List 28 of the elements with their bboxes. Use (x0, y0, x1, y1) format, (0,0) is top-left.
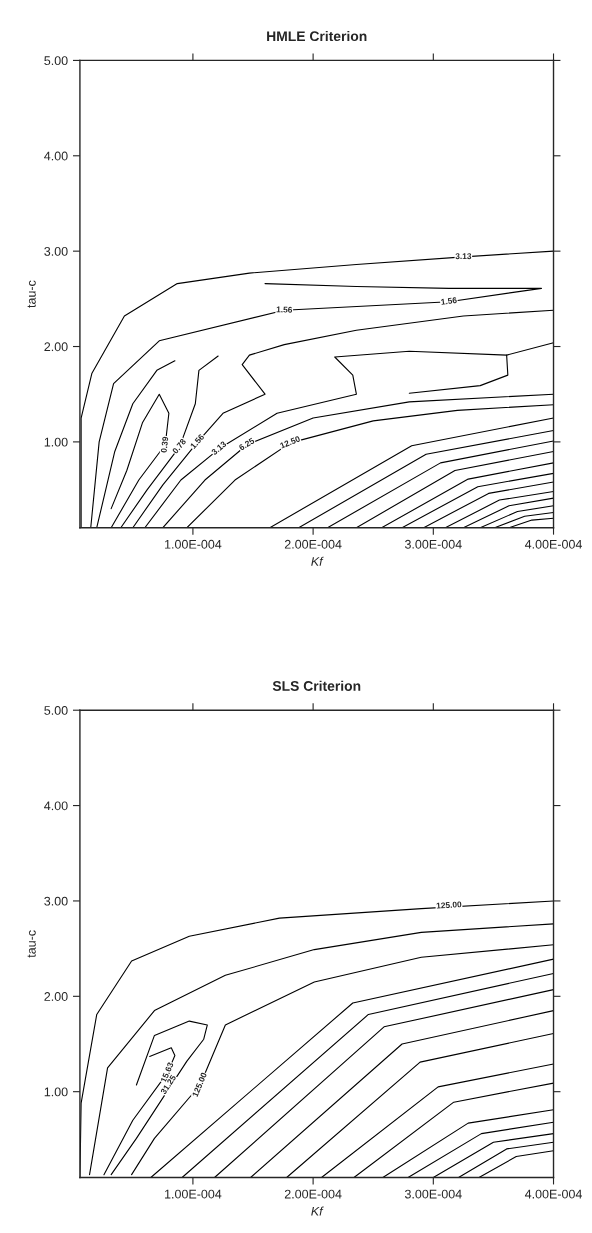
annotation: 125.00 (436, 901, 462, 909)
x-tick-label: 2.00E-004 (284, 539, 342, 549)
x-axis-title: Kf (311, 1206, 324, 1216)
y-axis-title: tau-c (27, 930, 36, 958)
y-tick-label: 1.00 (44, 437, 68, 447)
y-axis-title: tau-c (27, 280, 36, 308)
annotation: 6.25 (238, 437, 255, 451)
y-tick-label: 3.00 (44, 896, 68, 906)
chart-title: HMLE Criterion (267, 30, 367, 42)
x-tick-label: 1.00E-004 (165, 539, 222, 549)
y-tick-label: 4.00 (44, 151, 68, 161)
y-tick-label: 4.00 (44, 801, 68, 811)
y-tick-label: 3.00 (44, 246, 68, 256)
y-tick-label: 5.00 (44, 706, 68, 715)
x-tick-label: 3.00E-004 (404, 1189, 462, 1199)
x-tick-label: 1.00E-004 (165, 1189, 222, 1199)
annotation: 12.50 (279, 435, 301, 449)
x-tick-label: 2.00E-004 (284, 1189, 342, 1199)
x-axis-title: Kf (311, 556, 324, 566)
annotation: 3.13 (210, 440, 227, 456)
x-tick-label: 4.00E-004 (524, 1189, 582, 1199)
x-tick-label: 4.00E-004 (524, 539, 582, 549)
x-tick-label: 3.00E-004 (404, 539, 462, 549)
chart-title: SLS Criterion (272, 680, 361, 691)
y-tick-label: 2.00 (44, 342, 68, 352)
y-tick-label: 5.00 (44, 56, 68, 66)
y-tick-label: 2.00 (44, 992, 68, 1001)
y-tick-label: 1.00 (44, 1087, 68, 1097)
